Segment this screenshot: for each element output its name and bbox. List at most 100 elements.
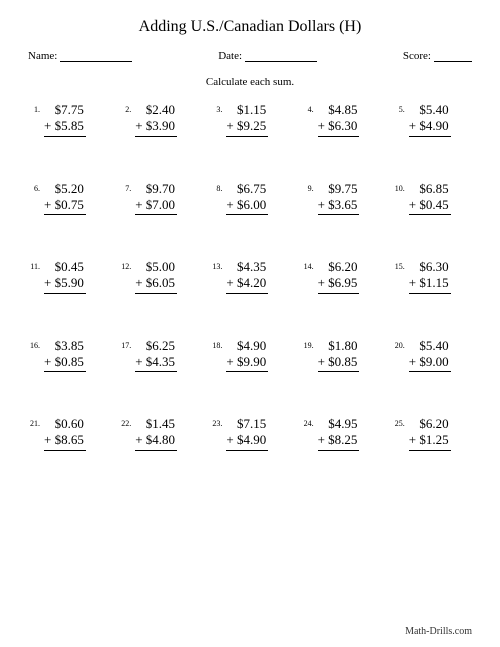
addend-top: $4.95 [318,416,360,432]
problem-number: 24. [302,416,314,428]
addend-bottom: + $8.25 [318,432,360,450]
score-label: Score: [403,50,431,62]
problem-number: 14. [302,259,314,271]
problem-body: $6.75+ $6.00 [226,181,268,216]
addend-bottom: + $9.25 [226,118,268,136]
problem-number: 23. [210,416,222,428]
addend-top: $4.90 [226,338,268,354]
addend-top: $5.20 [44,181,86,197]
problem: 9.$9.75+ $3.65 [302,181,381,216]
addend-top: $9.75 [318,181,360,197]
problem: 20.$5.40+ $9.00 [393,338,472,373]
problem: 15. $6.30+ $1.15 [393,259,472,294]
problem-number: 7. [119,181,131,193]
problem-body: $6.85+ $0.45 [409,181,451,216]
addend-top: $6.25 [135,338,177,354]
problem-number: 15. [393,259,405,271]
problem-body: $1.45+ $4.80 [135,416,177,451]
addend-bottom: + $1.25 [409,432,451,450]
problem: 5. $5.40+ $4.90 [393,102,472,137]
addend-top: $7.15 [226,416,268,432]
problem-number: 19. [302,338,314,350]
problem-number: 16. [28,338,40,350]
problems-grid: 1.$7.75+ $5.852.$2.40+ $3.903.$1.15+ $9.… [28,102,472,451]
worksheet-page: Adding U.S./Canadian Dollars (H) Name: D… [0,0,500,451]
problem-number: 17. [119,338,131,350]
problem-body: $4.95+ $8.25 [318,416,360,451]
problem-number: 3. [210,102,222,114]
score-blank[interactable] [434,51,472,62]
addend-top: $1.80 [318,338,360,354]
problem-body: $0.45+ $5.90 [44,259,86,294]
problem-body: $5.40+ $4.90 [409,102,451,137]
problem-number: 10. [393,181,405,193]
addend-bottom: + $5.85 [44,118,86,136]
date-label: Date: [218,50,242,62]
addend-top: $5.40 [409,338,451,354]
addend-top: $5.40 [409,102,451,118]
problem: 6.$5.20+ $0.75 [28,181,107,216]
problem: 17. $6.25+ $4.35 [119,338,198,373]
addend-bottom: + $4.80 [135,432,177,450]
problem-number: 1. [28,102,40,114]
addend-bottom: + $5.90 [44,275,86,293]
problem: 23. $7.15+ $4.90 [210,416,289,451]
header-row: Name: Date: Score: [28,50,472,62]
problem-body: $1.15+ $9.25 [226,102,268,137]
addend-top: $9.70 [135,181,177,197]
problem: 21.$0.60+ $8.65 [28,416,107,451]
problem: 2. $2.40+ $3.90 [119,102,198,137]
addend-bottom: + $0.85 [44,354,86,372]
problem-number: 6. [28,181,40,193]
problem-body: $9.70+ $7.00 [135,181,177,216]
addend-top: $1.45 [135,416,177,432]
problem: 3. $1.15+ $9.25 [210,102,289,137]
name-label: Name: [28,50,57,62]
problem: 14. $6.20+ $6.95 [302,259,381,294]
addend-bottom: + $6.95 [318,275,360,293]
problem: 11.$0.45+ $5.90 [28,259,107,294]
problem-body: $6.20+ $6.95 [318,259,360,294]
addend-bottom: + $6.30 [318,118,360,136]
score-field: Score: [403,50,472,62]
name-field: Name: [28,50,132,62]
problem: 25.$6.20+ $1.25 [393,416,472,451]
addend-top: $6.75 [226,181,268,197]
problem: 12.$5.00+ $6.05 [119,259,198,294]
problem-body: $4.35+ $4.20 [226,259,268,294]
addend-bottom: + $7.00 [135,197,177,215]
problem-body: $4.90+ $9.90 [226,338,268,373]
addend-bottom: + $1.15 [409,275,451,293]
addend-bottom: + $0.45 [409,197,451,215]
addend-top: $2.40 [135,102,177,118]
problem: 24. $4.95+ $8.25 [302,416,381,451]
problem-body: $5.40+ $9.00 [409,338,451,373]
addend-bottom: + $9.00 [409,354,451,372]
addend-top: $7.75 [44,102,86,118]
addend-top: $6.85 [409,181,451,197]
problem-number: 5. [393,102,405,114]
problem-number: 22. [119,416,131,428]
problem: 7. $9.70+ $7.00 [119,181,198,216]
problem-body: $6.25+ $4.35 [135,338,177,373]
page-title: Adding U.S./Canadian Dollars (H) [28,18,472,36]
problem-body: $0.60+ $8.65 [44,416,86,451]
problem-number: 12. [119,259,131,271]
addend-top: $1.15 [226,102,268,118]
date-blank[interactable] [245,51,317,62]
problem: 8.$6.75+ $6.00 [210,181,289,216]
problem: 19. $1.80+ $0.85 [302,338,381,373]
name-blank[interactable] [60,51,132,62]
addend-top: $6.20 [409,416,451,432]
problem-number: 2. [119,102,131,114]
problem-body: $7.15+ $4.90 [226,416,268,451]
addend-bottom: + $6.00 [226,197,268,215]
problem-body: $6.20+ $1.25 [409,416,451,451]
addend-bottom: + $3.90 [135,118,177,136]
addend-top: $3.85 [44,338,86,354]
addend-bottom: + $4.35 [135,354,177,372]
problem: 4.$4.85+ $6.30 [302,102,381,137]
addend-bottom: + $0.85 [318,354,360,372]
addend-top: $6.30 [409,259,451,275]
addend-top: $5.00 [135,259,177,275]
